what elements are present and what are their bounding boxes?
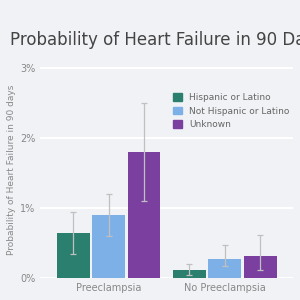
Bar bbox=[57, 232, 90, 278]
Bar bbox=[173, 270, 206, 278]
Legend: Hispanic or Latino, Not Hispanic or Latino, Unknown: Hispanic or Latino, Not Hispanic or Lati… bbox=[171, 91, 291, 131]
Bar bbox=[208, 259, 241, 278]
Bar bbox=[92, 215, 125, 278]
Text: Probability of Heart Failure in 90 Days: Probability of Heart Failure in 90 Days bbox=[10, 31, 300, 49]
Bar bbox=[128, 152, 160, 278]
Y-axis label: Probability of Heart Failure in 90 days: Probability of Heart Failure in 90 days bbox=[7, 84, 16, 255]
Bar bbox=[244, 256, 277, 278]
